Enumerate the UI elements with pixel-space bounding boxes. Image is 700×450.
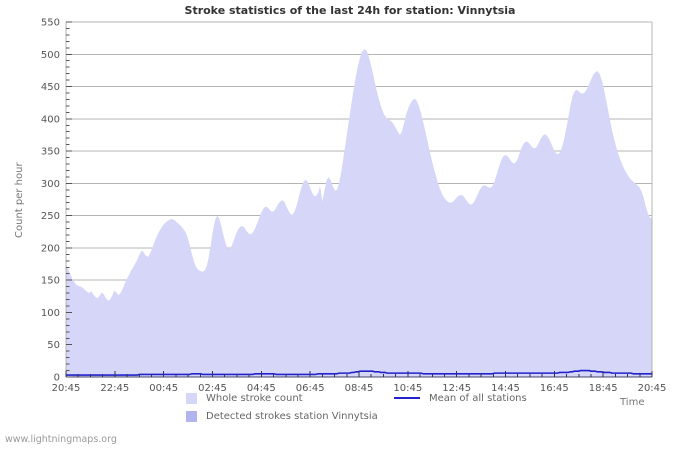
svg-text:200: 200 [41, 243, 60, 254]
svg-text:300: 300 [41, 179, 60, 190]
svg-text:22:45: 22:45 [100, 383, 129, 394]
legend-item-detected-strokes-station: Detected strokes station Vinnytsia [186, 408, 378, 424]
svg-text:450: 450 [41, 82, 60, 93]
y-axis-tick-labels: 0 50 100 150 200 250 300 350 400 450 500 550 [41, 18, 60, 384]
legend-item-mean-of-all-stations: Mean of all stations [394, 390, 527, 406]
svg-text:150: 150 [41, 276, 60, 287]
svg-text:550: 550 [41, 18, 60, 29]
chart-title: Stroke statistics of the last 24h for st… [184, 4, 516, 17]
svg-text:250: 250 [41, 211, 60, 222]
svg-text:16:45: 16:45 [540, 383, 569, 394]
svg-text:100: 100 [41, 308, 60, 319]
svg-text:08:45: 08:45 [345, 383, 374, 394]
area-series-layer [66, 49, 652, 378]
footer-watermark: www.lightningmaps.org [5, 434, 117, 445]
svg-text:400: 400 [41, 114, 60, 125]
y-axis-title: Count per hour [14, 161, 25, 238]
svg-text:20:45: 20:45 [52, 383, 81, 394]
legend-swatch-icon [186, 392, 197, 404]
svg-text:06:45: 06:45 [296, 383, 325, 394]
svg-text:50: 50 [47, 340, 60, 351]
chart-legend: Whole stroke count Mean of all stations … [0, 390, 700, 430]
legend-line-icon [394, 397, 420, 399]
svg-text:12:45: 12:45 [442, 383, 471, 394]
x-axis-title: Time [620, 397, 645, 408]
svg-text:350: 350 [41, 147, 60, 158]
svg-text:20:45: 20:45 [638, 383, 667, 394]
legend-swatch-icon [186, 410, 197, 422]
legend-label: Whole stroke count [206, 392, 303, 404]
legend-label: Detected strokes station Vinnytsia [206, 410, 378, 422]
svg-text:02:45: 02:45 [198, 383, 227, 394]
svg-text:18:45: 18:45 [589, 383, 618, 394]
svg-text:00:45: 00:45 [149, 383, 178, 394]
legend-label: Mean of all stations [429, 392, 527, 404]
x-axis-tick-labels: 20:45 22:45 00:45 02:45 04:45 06:45 08:45 10:45… [52, 383, 667, 394]
svg-text:04:45: 04:45 [247, 383, 276, 394]
svg-text:14:45: 14:45 [491, 383, 520, 394]
svg-text:500: 500 [41, 50, 60, 61]
svg-text:0: 0 [54, 373, 60, 384]
svg-text:10:45: 10:45 [393, 383, 422, 394]
axis-ticks [65, 21, 653, 378]
legend-item-whole-stroke-count: Whole stroke count [186, 390, 303, 406]
